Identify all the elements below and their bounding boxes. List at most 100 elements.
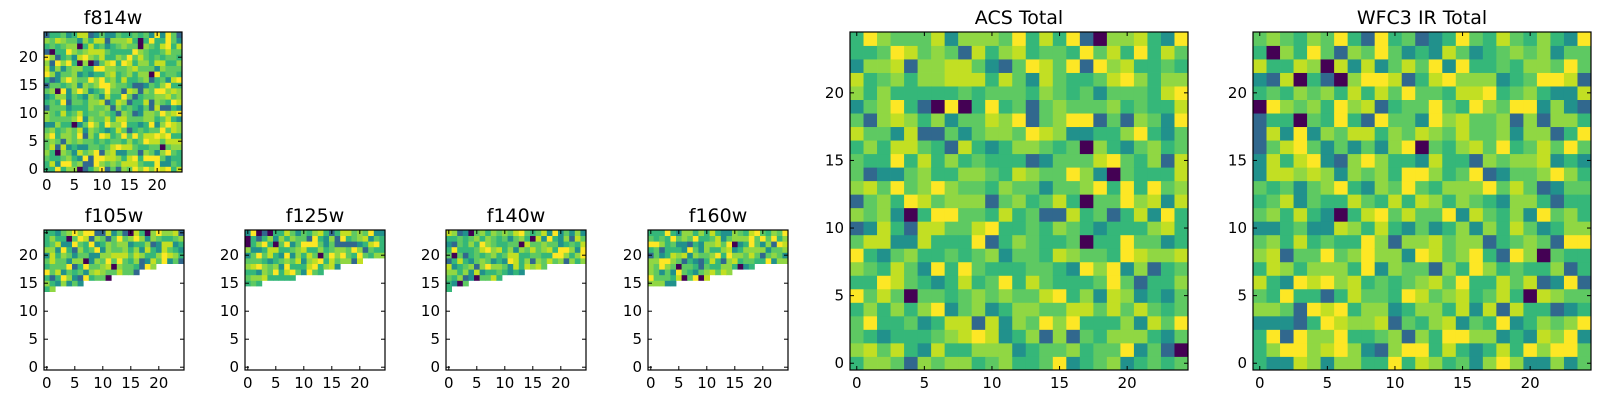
heatmap-cell bbox=[985, 167, 1000, 182]
heatmap-cell bbox=[116, 241, 123, 248]
heatmap-cell bbox=[351, 235, 358, 242]
heatmap-cell bbox=[457, 280, 464, 287]
heatmap-cell bbox=[1347, 167, 1362, 182]
heatmap-cell bbox=[704, 269, 710, 276]
heatmap-cell bbox=[1496, 207, 1511, 222]
heatmap-cell bbox=[373, 230, 380, 236]
heatmap-cell bbox=[1079, 72, 1094, 87]
heatmap-cell bbox=[530, 258, 536, 264]
heatmap-cell bbox=[681, 269, 688, 276]
heatmap-cell bbox=[474, 246, 480, 253]
heatmap-cell bbox=[1066, 288, 1081, 303]
heatmap-cell bbox=[1280, 113, 1294, 128]
heatmap-cell bbox=[100, 235, 106, 242]
heatmap-cell bbox=[676, 263, 682, 270]
heatmap-cell bbox=[985, 207, 1000, 222]
x-tick-label: 5 bbox=[920, 374, 930, 392]
heatmap-cell bbox=[850, 207, 864, 222]
heatmap-cell bbox=[317, 252, 324, 259]
heatmap-cell bbox=[126, 71, 133, 78]
heatmap-cell bbox=[132, 71, 139, 78]
heatmap-cell bbox=[121, 160, 128, 167]
heatmap-cell bbox=[60, 144, 67, 150]
heatmap-cell bbox=[1293, 153, 1308, 168]
heatmap-cell bbox=[653, 252, 660, 259]
axes-frame bbox=[43, 229, 185, 371]
heatmap-cell bbox=[1266, 261, 1281, 276]
heatmap-cell bbox=[1160, 275, 1175, 290]
heatmap-cell bbox=[1066, 86, 1081, 100]
heatmap-cell bbox=[132, 166, 139, 173]
heatmap-cell bbox=[507, 246, 514, 253]
heatmap-cell bbox=[66, 246, 73, 253]
heatmap-cell bbox=[1079, 315, 1094, 330]
heatmap-cell bbox=[462, 246, 469, 253]
heatmap-cell bbox=[541, 258, 548, 264]
heatmap-cell bbox=[681, 246, 688, 253]
heatmap-cell bbox=[1428, 248, 1443, 263]
y-tick-label: 5 bbox=[430, 330, 440, 348]
heatmap-cell bbox=[1523, 194, 1538, 209]
heatmap-cell bbox=[1025, 99, 1040, 114]
heatmap-cell bbox=[154, 76, 161, 83]
heatmap-cell bbox=[1550, 234, 1565, 249]
heatmap-cell bbox=[664, 246, 671, 253]
heatmap-cell bbox=[1334, 86, 1349, 100]
heatmap-cell bbox=[748, 263, 755, 270]
heatmap-cell bbox=[1374, 113, 1389, 128]
heatmap-cell bbox=[468, 241, 475, 248]
heatmap-cell bbox=[1293, 275, 1308, 290]
heatmap-cell bbox=[1455, 329, 1470, 344]
heatmap-cell bbox=[137, 138, 144, 145]
heatmap-cell bbox=[1550, 45, 1565, 60]
heatmap-cell bbox=[863, 288, 878, 303]
heatmap-cell bbox=[176, 60, 183, 66]
heatmap-cell bbox=[850, 32, 864, 46]
heatmap-cell bbox=[1133, 99, 1148, 114]
heatmap-cell bbox=[60, 65, 67, 72]
heatmap-cell bbox=[165, 127, 172, 134]
heatmap-cell bbox=[126, 82, 133, 89]
heatmap-cell bbox=[172, 230, 179, 236]
heatmap-cell bbox=[1469, 261, 1484, 276]
heatmap-cell bbox=[66, 241, 73, 248]
heatmap-cell bbox=[850, 234, 864, 249]
heatmap-cell bbox=[1361, 302, 1376, 317]
heatmap-cell bbox=[115, 88, 122, 94]
heatmap-cell bbox=[1563, 356, 1578, 371]
heatmap-cell bbox=[159, 166, 166, 173]
heatmap-cell bbox=[1415, 194, 1430, 209]
heatmap-cell bbox=[776, 241, 783, 248]
heatmap-cell bbox=[273, 235, 279, 242]
heatmap-cell bbox=[944, 59, 959, 73]
heatmap-cell bbox=[267, 235, 274, 242]
heatmap-cell bbox=[99, 76, 106, 83]
axes-frame bbox=[1252, 31, 1592, 371]
heatmap-cell bbox=[998, 329, 1013, 344]
heatmap-cell bbox=[971, 59, 986, 73]
heatmap-cell bbox=[998, 45, 1013, 60]
heatmap-cell bbox=[1509, 126, 1524, 141]
heatmap-cell bbox=[737, 263, 744, 270]
heatmap-cell bbox=[49, 60, 56, 66]
heatmap-cell bbox=[513, 263, 520, 270]
heatmap-cell bbox=[1482, 342, 1497, 357]
heatmap-cell bbox=[122, 263, 129, 270]
heatmap-cell bbox=[931, 221, 946, 236]
heatmap-cell bbox=[1093, 315, 1108, 330]
heatmap-cell bbox=[154, 60, 161, 66]
heatmap-cell bbox=[49, 269, 56, 276]
heatmap-cell bbox=[1442, 72, 1457, 87]
heatmap-cell bbox=[1120, 32, 1135, 46]
heatmap-cell bbox=[104, 82, 111, 89]
heatmap-cell bbox=[1160, 356, 1175, 371]
heatmap-cell bbox=[165, 48, 172, 55]
heatmap-cell bbox=[1482, 180, 1497, 195]
heatmap-cell bbox=[1482, 86, 1497, 100]
heatmap-cell bbox=[1120, 194, 1135, 209]
heatmap-cell bbox=[1266, 315, 1281, 330]
heatmap-cell bbox=[104, 149, 111, 156]
heatmap-cell bbox=[55, 230, 62, 236]
heatmap-cell bbox=[1012, 329, 1027, 344]
heatmap-cell bbox=[1388, 356, 1403, 371]
